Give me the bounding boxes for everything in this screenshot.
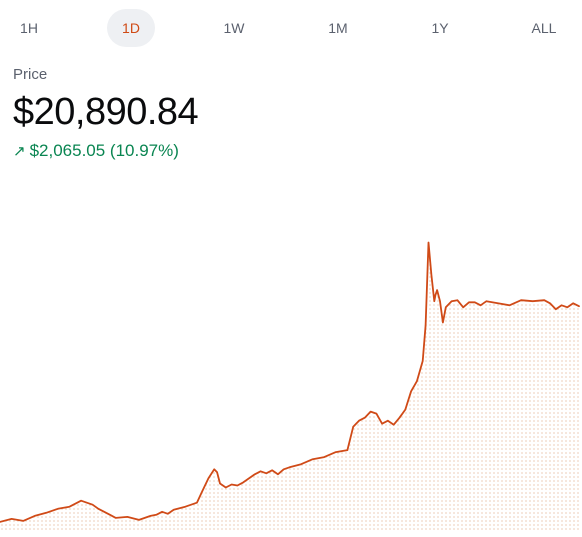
range-tab-1w[interactable]: 1W [223,20,245,36]
price-series-line [0,241,580,523]
range-tab-1y[interactable]: 1Y [431,20,449,36]
price-area-fill [0,242,579,532]
time-range-selector: 1H 1D 1W 1M 1Y ALL [0,9,582,47]
price-label: Price [13,66,48,83]
price-chart-svg [0,241,580,532]
range-tab-1m[interactable]: 1M [328,20,348,36]
price-change: ↗ $2,065.05 (10.97%) [13,141,179,161]
price-change-text: $2,065.05 (10.97%) [29,141,179,160]
range-tab-1d[interactable]: 1D [107,9,155,47]
range-tab-all[interactable]: ALL [531,20,557,36]
price-chart[interactable] [0,195,582,532]
trend-up-arrow-icon: ↗ [13,143,26,160]
price-value: $20,890.84 [13,91,199,133]
range-tab-1h[interactable]: 1H [20,20,38,36]
